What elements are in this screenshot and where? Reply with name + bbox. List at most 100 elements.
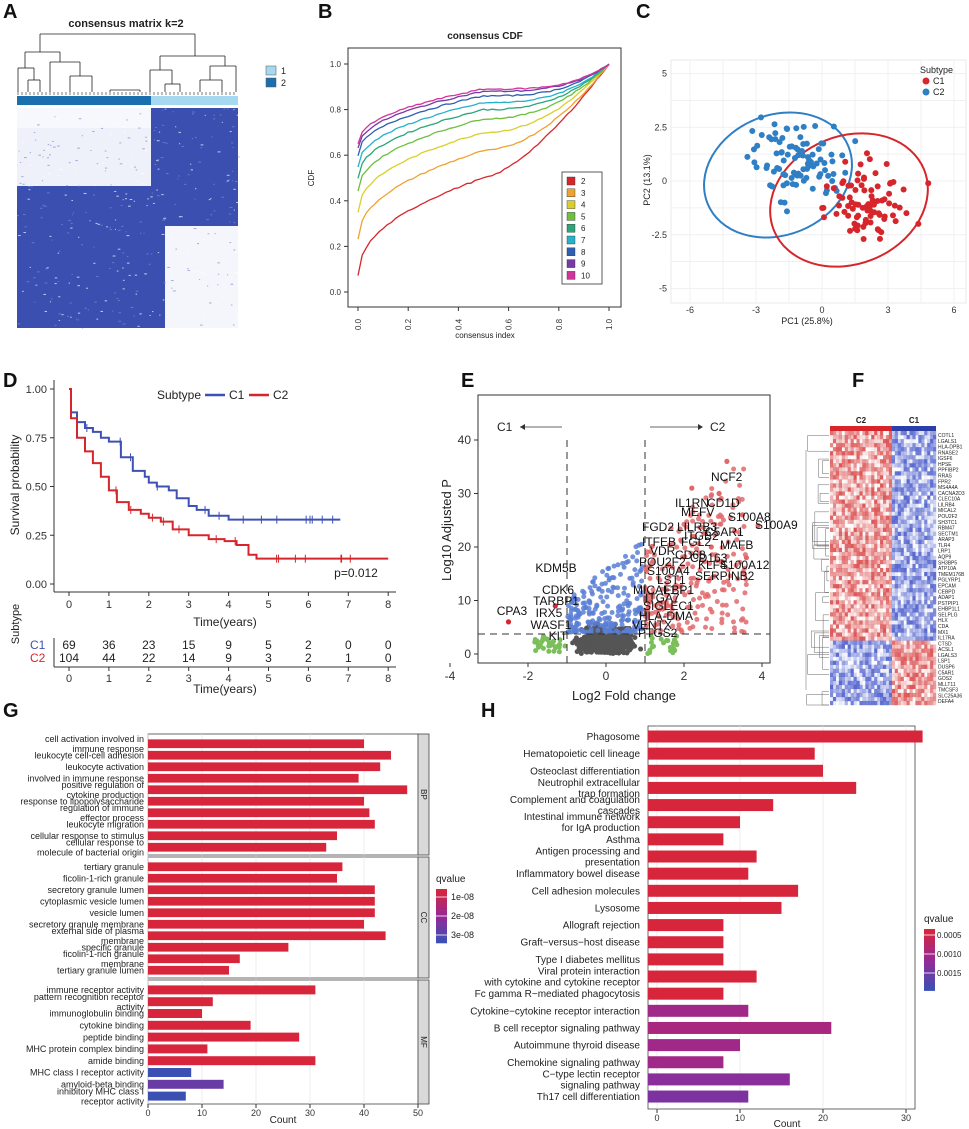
heatmap-cell [933, 483, 937, 488]
volcano-point-fc-only [556, 649, 562, 655]
heatmap-cell [930, 644, 934, 649]
heatmap-cell [841, 676, 845, 682]
volcano-point-p-only [620, 606, 626, 612]
x-tick-label: 1.0 [605, 318, 614, 330]
heatmap-cell [888, 547, 893, 553]
pca-point-c1 [851, 220, 858, 227]
pca-point-c2 [800, 123, 807, 130]
heatmap-cell [868, 447, 871, 451]
heatmap-cell [906, 435, 910, 440]
volcano-point-up [649, 560, 655, 566]
volcano-point-p-only [610, 584, 616, 590]
volcano-point-p-only [602, 616, 608, 622]
volcano-point-up [706, 512, 712, 518]
heatmap-cell [838, 600, 842, 605]
heatmap-cell [903, 527, 907, 532]
volcano-point-up [727, 573, 733, 579]
heatmap-cell [927, 531, 931, 536]
heatmap-cell [912, 576, 916, 581]
matrix-noise [48, 154, 51, 156]
heatmap-cell [924, 576, 928, 581]
heatmap-cell [894, 664, 898, 669]
heatmap-cell [900, 471, 904, 476]
panel-c-xlabel: PC1 (25.8%) [781, 316, 833, 326]
heatmap-cell [865, 535, 869, 540]
heatmap-cell [868, 511, 872, 516]
heatmap-cell [903, 447, 907, 452]
kegg-legend-label: 0.0005 [937, 931, 962, 940]
y-tick-label: 1.0 [330, 60, 342, 69]
heatmap-cell [847, 688, 851, 694]
heatmap-cell [871, 608, 875, 613]
heatmap-cell [909, 527, 913, 532]
heatmap-cell [856, 600, 860, 605]
heatmap-cell [835, 668, 840, 673]
matrix-noise [159, 314, 161, 316]
matrix-noise [126, 235, 130, 237]
heatmap-cell [877, 620, 881, 625]
heatmap-cell [868, 535, 872, 540]
heatmap-cell [883, 664, 887, 669]
heatmap-cell [847, 596, 851, 601]
heatmap-cell [915, 487, 919, 492]
heatmap-cell [912, 600, 916, 605]
heatmap-cell [847, 483, 851, 488]
kegg-legend-gradient [924, 934, 935, 938]
km-y-tick-label: 0.75 [26, 433, 47, 445]
heatmap-cell [888, 652, 893, 657]
heatmap-cell [830, 680, 834, 686]
pca-point-c2 [784, 125, 791, 132]
heatmap-cell [883, 555, 887, 561]
heatmap-cell [880, 649, 883, 653]
heatmap-cell [918, 535, 922, 540]
heatmap-cell [862, 439, 866, 444]
pca-point-c1 [845, 203, 852, 210]
heatmap-cell [850, 535, 854, 540]
heatmap-cell [841, 624, 845, 629]
volcano-point-p-only [590, 610, 596, 616]
volcano-point-fc-only [552, 645, 558, 651]
matrix-noise [209, 289, 212, 291]
heatmap-cell [859, 503, 863, 508]
heatmap-cell [832, 660, 837, 665]
heatmap-cell [830, 475, 834, 480]
heatmap-cell [865, 648, 869, 653]
heatmap-cell [894, 608, 898, 613]
heatmap-cell [888, 672, 893, 677]
heatmap-cell [841, 600, 845, 605]
heatmap-cell [859, 668, 863, 673]
heatmap-cell [850, 576, 854, 581]
go-bar [148, 919, 364, 929]
heatmap-cell [921, 696, 925, 702]
heatmap-cell [868, 668, 872, 673]
matrix-noise [121, 225, 124, 227]
km-x-tick-label: 6 [305, 599, 311, 611]
heatmap-cell [874, 676, 878, 682]
matrix-noise [58, 319, 61, 321]
heatmap-cell [868, 551, 872, 557]
heatmap-cell [877, 604, 881, 609]
matrix-noise [86, 287, 88, 289]
heatmap-cell [912, 491, 916, 496]
panel-e-label: E [461, 370, 474, 392]
heatmap-cell [859, 479, 863, 484]
volcano-point-ns [605, 641, 611, 647]
heatmap-cell [924, 696, 928, 702]
heatmap-cell [830, 700, 834, 706]
heatmap-cell [891, 620, 895, 625]
heatmap-cell [903, 463, 907, 468]
pca-point-c1 [852, 201, 859, 208]
volcano-point-p-only [639, 626, 645, 632]
heatmap-cell [918, 676, 922, 682]
heatmap-cell [927, 604, 931, 609]
heatmap-cell [921, 451, 924, 455]
heatmap-cell [891, 672, 895, 677]
heatmap-cell [865, 568, 869, 573]
heatmap-cell [871, 661, 874, 665]
cdf-line-k10 [357, 63, 610, 145]
heatmap-cell [924, 636, 928, 641]
volcano-point-up [676, 528, 682, 534]
volcano-point-p-only [605, 603, 611, 609]
heatmap-cell [891, 519, 895, 524]
heatmap-cell [906, 523, 910, 528]
